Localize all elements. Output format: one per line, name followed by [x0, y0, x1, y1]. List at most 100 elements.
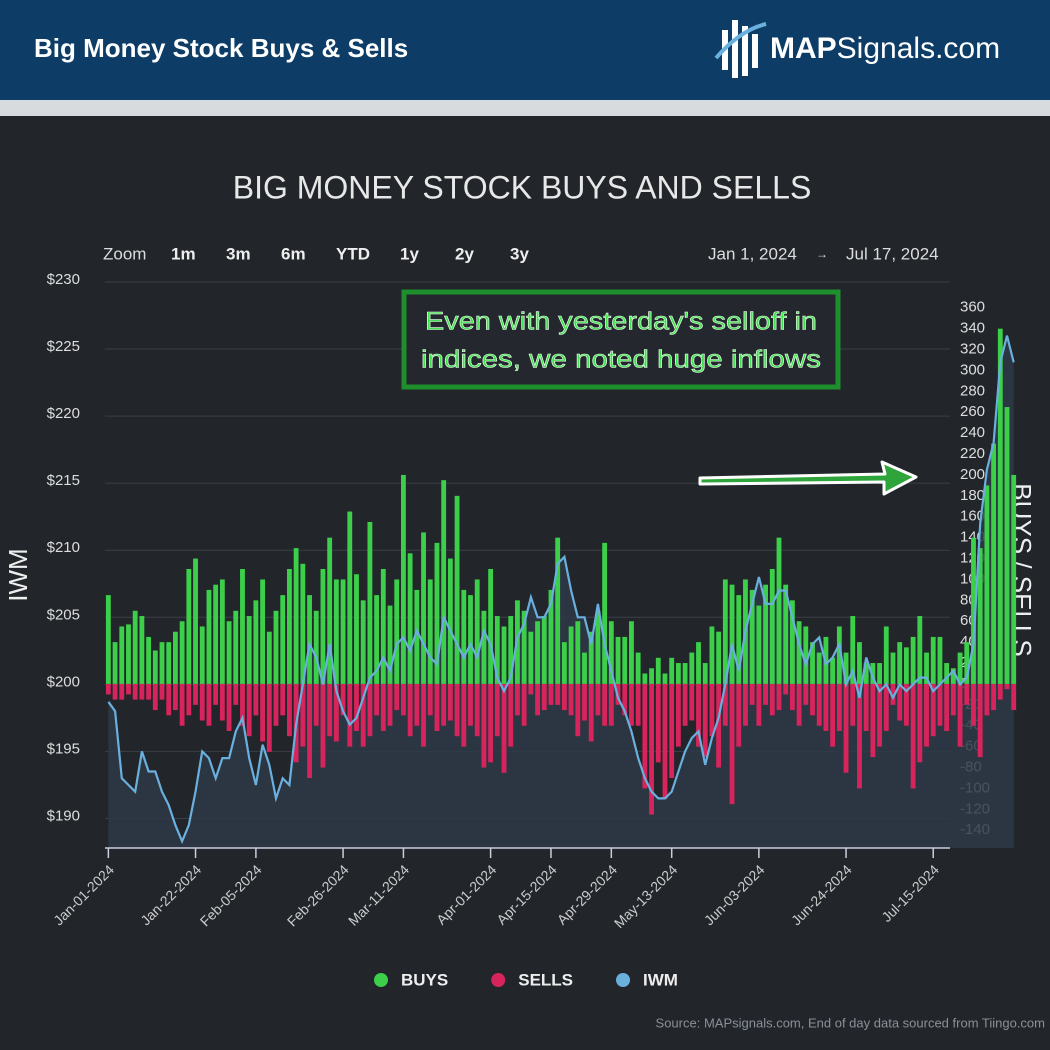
bar	[575, 621, 581, 684]
legend-swatch[interactable]	[616, 973, 631, 987]
zoom-button[interactable]: 6m	[281, 244, 306, 263]
bar	[401, 474, 406, 684]
bar	[689, 683, 695, 721]
zoom-button[interactable]: 1m	[171, 244, 196, 263]
bar	[749, 589, 755, 684]
bar	[696, 642, 701, 684]
y2-tick-label: 200	[960, 466, 985, 483]
bar	[454, 683, 460, 737]
bar	[380, 569, 386, 684]
bar	[186, 569, 192, 684]
bar	[360, 600, 366, 684]
bar	[729, 584, 735, 684]
bar	[937, 683, 943, 726]
bar	[917, 683, 923, 763]
bar	[508, 683, 514, 747]
bar	[984, 485, 990, 684]
bar	[132, 610, 138, 684]
bar	[1011, 683, 1017, 711]
bar	[481, 610, 487, 684]
bar	[964, 642, 970, 684]
bar	[729, 683, 735, 805]
bar	[675, 663, 681, 684]
legend-label[interactable]: SELLS	[518, 970, 573, 989]
legend-swatch[interactable]	[491, 973, 506, 987]
bar	[991, 683, 997, 711]
bar	[615, 636, 621, 684]
bar	[655, 683, 661, 763]
bar	[863, 663, 869, 684]
bar	[354, 683, 359, 731]
bar	[595, 610, 601, 684]
annotation-line: Even with yesterday's selloff in	[425, 308, 817, 336]
bar	[246, 683, 252, 737]
logo-icon	[714, 20, 767, 78]
y2-tick-label: 340	[960, 320, 985, 337]
bar	[957, 683, 963, 747]
bar	[662, 683, 668, 799]
bar	[159, 683, 165, 700]
bar	[307, 683, 312, 778]
bar	[1011, 474, 1017, 684]
legend-swatch[interactable]	[374, 973, 388, 987]
bar	[240, 569, 245, 684]
bar	[903, 683, 909, 726]
bar	[810, 683, 815, 716]
bar	[769, 683, 775, 716]
zoom-button[interactable]: 3y	[510, 244, 529, 263]
zoom-button[interactable]: 2y	[455, 244, 474, 263]
bar	[494, 616, 500, 684]
zoom-button[interactable]: 1y	[400, 244, 419, 263]
bar	[588, 631, 594, 684]
bar	[608, 683, 614, 726]
bar	[635, 683, 641, 726]
y-tick-label: $205	[47, 606, 80, 623]
bar	[300, 683, 306, 747]
bar	[971, 683, 976, 726]
bar	[146, 636, 152, 684]
bar	[447, 683, 453, 721]
bar	[219, 683, 225, 721]
bar	[494, 683, 500, 737]
legend-label[interactable]: BUYS	[401, 970, 448, 989]
bar	[830, 683, 836, 747]
bar	[857, 683, 862, 789]
y-tick-label: $220	[47, 405, 80, 422]
bar	[890, 683, 896, 705]
bar	[327, 537, 333, 684]
zoom-button[interactable]: YTD	[336, 244, 370, 263]
zoom-button[interactable]: 3m	[226, 244, 251, 263]
y-tick-label: $215	[47, 472, 80, 489]
bar	[347, 511, 353, 684]
legend-label[interactable]: IWM	[643, 970, 678, 989]
bar	[836, 683, 842, 731]
y2-tick-label: 160	[960, 508, 985, 525]
bar	[528, 631, 534, 684]
bar	[924, 652, 929, 684]
header-title: Big Money Stock Buys & Sells	[34, 33, 408, 63]
bar	[474, 579, 480, 684]
bar	[655, 657, 661, 684]
bar	[789, 600, 795, 684]
bar	[179, 683, 185, 726]
bar	[206, 683, 212, 726]
bar	[910, 636, 916, 684]
bar	[582, 652, 587, 684]
bar	[320, 683, 326, 768]
bar	[736, 683, 742, 747]
logo-map: MAP	[770, 32, 837, 65]
bar	[944, 683, 950, 731]
bar	[414, 589, 420, 684]
bar	[823, 683, 829, 731]
bar	[501, 626, 507, 684]
bar	[877, 663, 882, 684]
bar	[836, 626, 842, 684]
bar	[407, 683, 413, 737]
bar	[816, 683, 822, 726]
bar	[709, 683, 715, 737]
bar	[850, 683, 856, 726]
bar	[407, 553, 413, 684]
bar	[582, 683, 587, 721]
bar	[649, 683, 654, 815]
